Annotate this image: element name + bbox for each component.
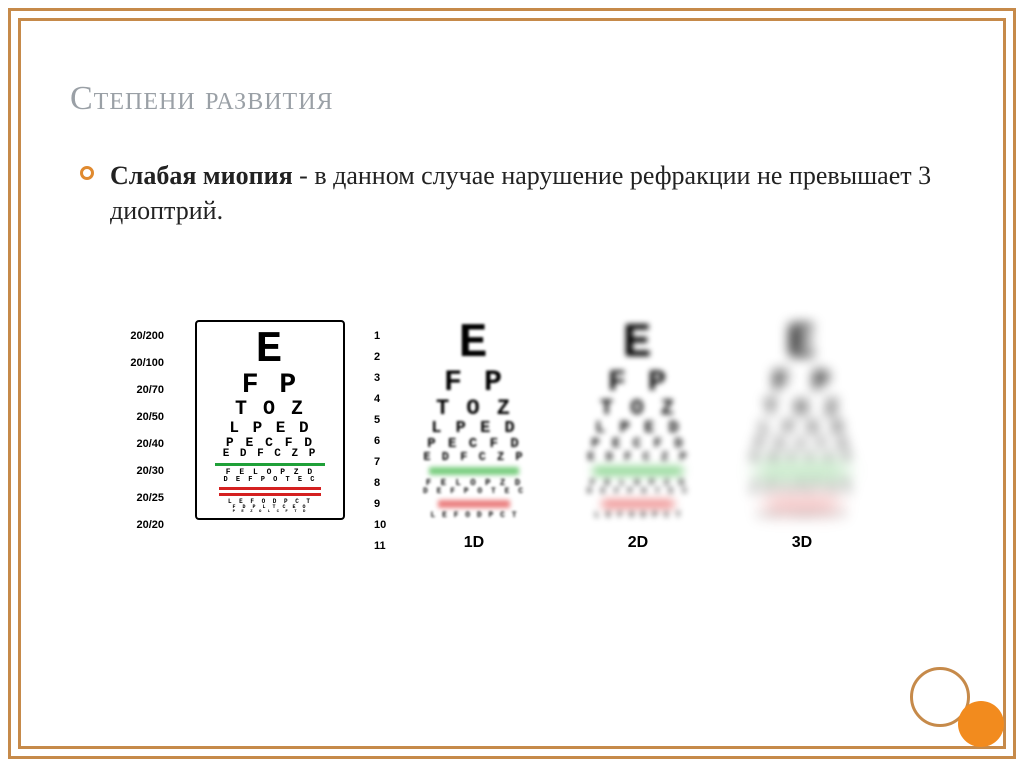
snellen-row: E bbox=[197, 328, 343, 372]
snellen-acuity-label: 20/20 bbox=[112, 519, 164, 546]
bullet-bold: Слабая миопия bbox=[110, 161, 293, 190]
snellen-row: D E F P O T E C bbox=[197, 477, 343, 484]
snellen-row: T O Z bbox=[197, 400, 343, 420]
corner-decoration bbox=[898, 671, 1008, 751]
red-bar bbox=[219, 487, 321, 490]
blur-row: P E C F D bbox=[404, 437, 544, 451]
slide-title: Степени развития bbox=[70, 80, 984, 118]
blur-row: L E F O D P C T bbox=[732, 512, 872, 520]
snellen-letters: EF PT O ZL P E DP E C F DE D F C Z PF E … bbox=[195, 320, 345, 520]
snellen-acuity-label: 20/70 bbox=[112, 384, 164, 411]
blur-row: F P bbox=[732, 368, 872, 398]
blur-row: T O Z bbox=[732, 398, 872, 420]
blur-row: L E F O D P C T bbox=[404, 512, 544, 520]
snellen-chart: 20/20020/10020/7020/5020/4020/3020/2520/… bbox=[170, 320, 370, 520]
blur-letters: EF PT O ZL P E DP E C F DE D F C Z PF E … bbox=[732, 320, 872, 520]
snellen-acuity-label: 20/25 bbox=[112, 492, 164, 519]
blur-row: L P E D bbox=[732, 420, 872, 437]
snellen-acuity-label: 20/40 bbox=[112, 438, 164, 465]
blur-row: E bbox=[568, 320, 708, 368]
red-bar bbox=[602, 500, 674, 508]
slide-content: Степени развития Слабая миопия - в данно… bbox=[40, 40, 984, 727]
blur-row: F P bbox=[404, 368, 544, 398]
diopter-caption: 1D bbox=[404, 534, 544, 552]
diopter-caption: 2D bbox=[568, 534, 708, 552]
blur-row: L P E D bbox=[568, 420, 708, 437]
snellen-row-number: 10 bbox=[374, 519, 392, 540]
blur-row: E bbox=[732, 320, 872, 368]
green-bar bbox=[593, 467, 683, 475]
blur-row: T O Z bbox=[568, 398, 708, 420]
snellen-row-number: 1 bbox=[374, 330, 392, 351]
diopter-caption: 3D bbox=[732, 534, 872, 552]
red-bar bbox=[766, 500, 838, 508]
blur-row: T O Z bbox=[404, 398, 544, 420]
snellen-row: P E Z O L C F T D bbox=[197, 510, 343, 514]
bullet-text: Слабая миопия - в данном случае нарушени… bbox=[110, 158, 944, 228]
snellen-row: F P bbox=[197, 372, 343, 400]
blur-row: L P E D bbox=[404, 420, 544, 437]
blur-row: E D F C Z P bbox=[404, 451, 544, 463]
green-bar bbox=[757, 467, 847, 475]
red-bar bbox=[219, 493, 321, 496]
snellen-row-number: 8 bbox=[374, 477, 392, 498]
blur-row: P E C F D bbox=[568, 437, 708, 451]
green-bar bbox=[429, 467, 519, 475]
blur-chart-2D: EF PT O ZL P E DP E C F DE D F C Z PF E … bbox=[568, 320, 708, 552]
blur-chart-3D: EF PT O ZL P E DP E C F DE D F C Z PF E … bbox=[732, 320, 872, 552]
blur-row: F P bbox=[568, 368, 708, 398]
snellen-row-number: 5 bbox=[374, 414, 392, 435]
bullet-ring-icon bbox=[80, 166, 94, 180]
snellen-row-number: 4 bbox=[374, 393, 392, 414]
snellen-row: E D F C Z P bbox=[197, 449, 343, 460]
snellen-row-number: 7 bbox=[374, 456, 392, 477]
blur-row: D E F P O T E C bbox=[568, 488, 708, 496]
snellen-acuity-label: 20/50 bbox=[112, 411, 164, 438]
snellen-acuity-label: 20/30 bbox=[112, 465, 164, 492]
bullet-item: Слабая миопия - в данном случае нарушени… bbox=[80, 158, 944, 228]
blur-letters: EF PT O ZL P E DP E C F DE D F C Z PF E … bbox=[404, 320, 544, 520]
snellen-acuity-label: 20/200 bbox=[112, 330, 164, 357]
blur-row: E D F C Z P bbox=[732, 451, 872, 463]
snellen-row-number: 2 bbox=[374, 351, 392, 372]
blur-row: P E C F D bbox=[732, 437, 872, 451]
blur-letters: EF PT O ZL P E DP E C F DE D F C Z PF E … bbox=[568, 320, 708, 520]
snellen-acuity-label: 20/100 bbox=[112, 357, 164, 384]
red-bar bbox=[438, 500, 510, 508]
snellen-row-number: 3 bbox=[374, 372, 392, 393]
snellen-row-number: 9 bbox=[374, 498, 392, 519]
blur-row: E D F C Z P bbox=[568, 451, 708, 463]
blur-row: L E F O D P C T bbox=[568, 512, 708, 520]
snellen-row: L P E D bbox=[197, 420, 343, 436]
filled-circle-icon bbox=[958, 701, 1004, 747]
snellen-right-numbers: 1234567891011 bbox=[374, 330, 392, 561]
eye-charts-figure: 20/20020/10020/7020/5020/4020/3020/2520/… bbox=[170, 320, 890, 690]
snellen-left-labels: 20/20020/10020/7020/5020/4020/3020/2520/… bbox=[112, 330, 164, 546]
blur-row: E bbox=[404, 320, 544, 368]
green-bar bbox=[215, 463, 325, 466]
blurred-charts: EF PT O ZL P E DP E C F DE D F C Z PF E … bbox=[404, 320, 872, 552]
blur-row: D E F P O T E C bbox=[732, 488, 872, 496]
snellen-row-number: 11 bbox=[374, 540, 392, 561]
blur-row: D E F P O T E C bbox=[404, 488, 544, 496]
blur-chart-1D: EF PT O ZL P E DP E C F DE D F C Z PF E … bbox=[404, 320, 544, 552]
snellen-row-number: 6 bbox=[374, 435, 392, 456]
